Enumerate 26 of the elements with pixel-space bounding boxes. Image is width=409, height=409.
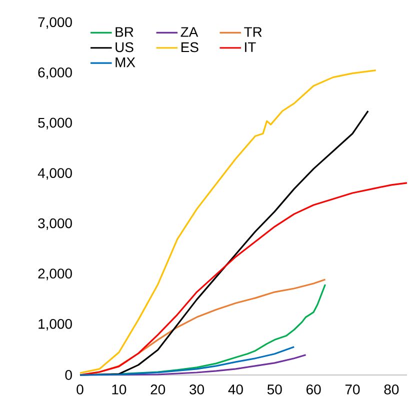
x-tick-label: 0	[76, 384, 84, 394]
x-tick-label: 50	[267, 384, 282, 394]
legend-label: MX	[116, 57, 136, 68]
x-tick-label: 70	[345, 384, 360, 394]
x-tick-label: 60	[306, 384, 321, 394]
x-tick-label: 30	[190, 384, 204, 394]
y-tick-label: 0	[65, 370, 72, 380]
y-tick-label: 5,000	[38, 118, 72, 130]
y-tick-label: 3,000	[38, 218, 72, 230]
x-tick-label: 40	[228, 384, 243, 394]
legend-label: IT	[245, 42, 256, 52]
x-tick-label: 20	[150, 384, 166, 394]
line-series	[79, 69, 377, 374]
y-tick-label: 6,000	[38, 68, 72, 80]
y-tick-label: 7,000	[38, 17, 72, 29]
y-tick-label: 2,000	[38, 268, 72, 280]
x-tick-label: 10	[112, 384, 126, 394]
y-tick-label: 4,000	[38, 168, 72, 180]
legend-label: ES	[181, 42, 198, 52]
legend-label: TR	[244, 27, 262, 37]
legend-label: ZA	[180, 27, 198, 37]
line-series	[79, 346, 295, 376]
legend-label: BR	[116, 27, 134, 37]
x-tick-label: 80	[384, 384, 399, 394]
legend-label: US	[116, 42, 134, 52]
y-tick-label: 1,000	[38, 318, 72, 330]
